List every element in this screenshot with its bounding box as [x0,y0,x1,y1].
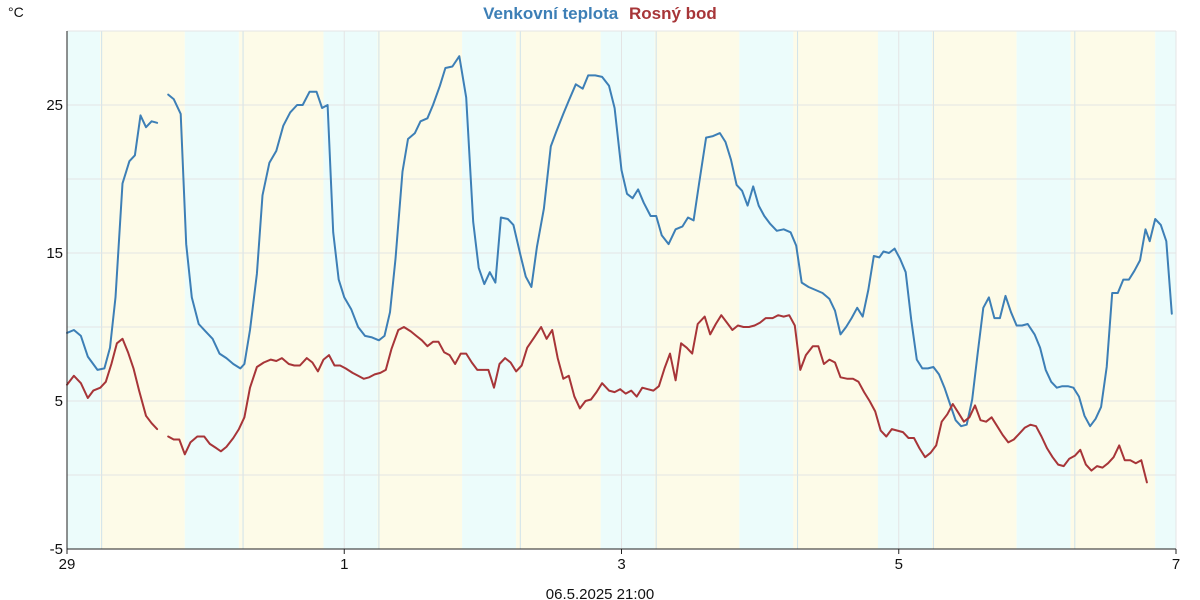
night-band [462,31,517,549]
night-band [323,31,378,549]
night-band [1016,31,1071,549]
y-tick-label: 15 [46,245,63,262]
grid-lines [66,30,1177,550]
night-band [739,31,794,549]
day-band [654,31,740,549]
day-band [793,31,878,549]
tick-labels: -5 5 15 25 29 1 3 5 7 [46,97,1180,573]
x-tick-label: 7 [1172,556,1180,573]
series-lines [66,55,1173,484]
night-band [1155,31,1176,549]
unit-label: °C [8,4,24,20]
night-band [67,31,101,549]
night-band [600,31,655,549]
dewpoint-line [66,337,159,431]
day-band [516,31,601,549]
temperature-line [66,114,159,371]
day-band [377,31,463,549]
night-band [184,31,239,549]
day-band [1070,31,1156,549]
x-tick-label: 1 [340,556,348,573]
legend-series-dewpoint[interactable]: Rosný bod [629,4,717,23]
legend-series-temperature[interactable]: Venkovní teplota [483,4,619,23]
footer-timestamp: 06.5.2025 21:00 [546,586,654,600]
dewpoint-line [167,314,1148,484]
y-tick-label: -5 [50,541,63,558]
day-band [238,31,324,549]
day-band [100,31,185,549]
y-tick-label: 5 [55,393,63,410]
day-band [932,31,1017,549]
temperature-line [167,55,1173,428]
chart-legend-title: Venkovní teplota Rosný bod [483,4,717,23]
x-tick-label: 5 [895,556,903,573]
night-band [877,31,933,549]
x-tick-label: 3 [617,556,625,573]
day-night-bands [67,31,1176,549]
y-tick-label: 25 [46,97,63,114]
x-tick-label: 29 [59,556,76,573]
